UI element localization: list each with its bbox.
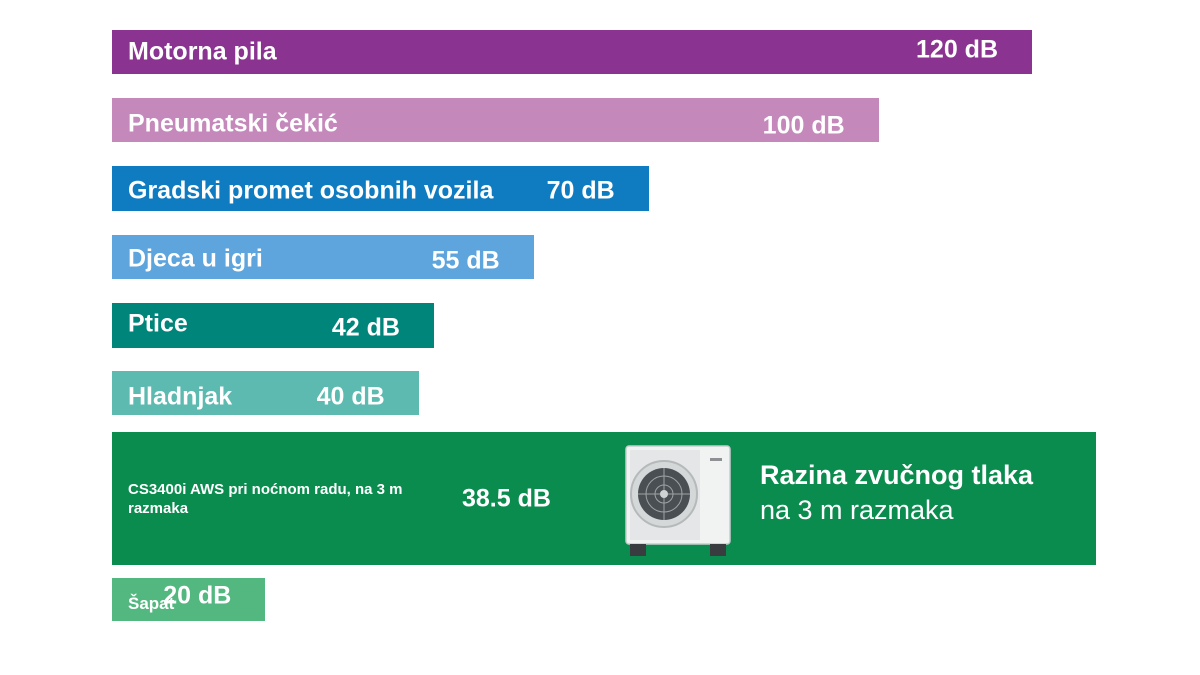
bar-label: Ptice: [128, 309, 188, 337]
bar-value-label: 40 dB: [316, 382, 385, 411]
bar-0: Motorna pila 120 dB: [112, 30, 1032, 74]
bar-value-label: 42 dB: [331, 313, 400, 341]
bar-label: Gradski promet osobnih vozila: [128, 176, 494, 204]
bar-value-label: 55 dB: [431, 246, 500, 275]
highlight-note: Razina zvučnog tlaka na 3 m razmaka: [760, 460, 1033, 526]
bar-value-label: 100 dB: [762, 111, 845, 140]
bar-7: Šapat 20 dB: [112, 578, 266, 621]
bar-value-label: 120 dB: [916, 35, 998, 64]
note-title: Razina zvučnog tlaka: [760, 460, 1034, 490]
bar-label: CS3400i AWS pri noćnom radu, na 3 m razm…: [128, 480, 403, 517]
bar-label: Motorna pila: [128, 37, 277, 66]
bar-label: Hladnjak: [128, 382, 233, 411]
bar-value-label: 20 dB: [163, 581, 232, 609]
bar-label: Pneumatski čekić: [128, 109, 338, 138]
bar-label: Djeca u igri: [128, 244, 263, 273]
bar-4: Ptice 42 dB: [112, 303, 434, 348]
bar-1: Pneumatski čekić 100 dB: [112, 98, 879, 142]
bar-3: Djeca u igri 55 dB: [112, 235, 534, 279]
bar-label: Šapat: [128, 593, 175, 613]
heat-pump-unit-icon: [625, 445, 731, 556]
bar-value-label: 70 dB: [546, 176, 615, 204]
note-subtitle: na 3 m razmaka: [760, 495, 954, 525]
bar-6: CS3400i AWS pri noćnom radu, na 3 m razm…: [112, 432, 1096, 565]
bar-value-label: 38.5 dB: [462, 484, 551, 512]
bar-2: Gradski promet osobnih vozila 70 dB: [112, 166, 649, 211]
bar-5: Hladnjak 40 dB: [112, 371, 419, 415]
